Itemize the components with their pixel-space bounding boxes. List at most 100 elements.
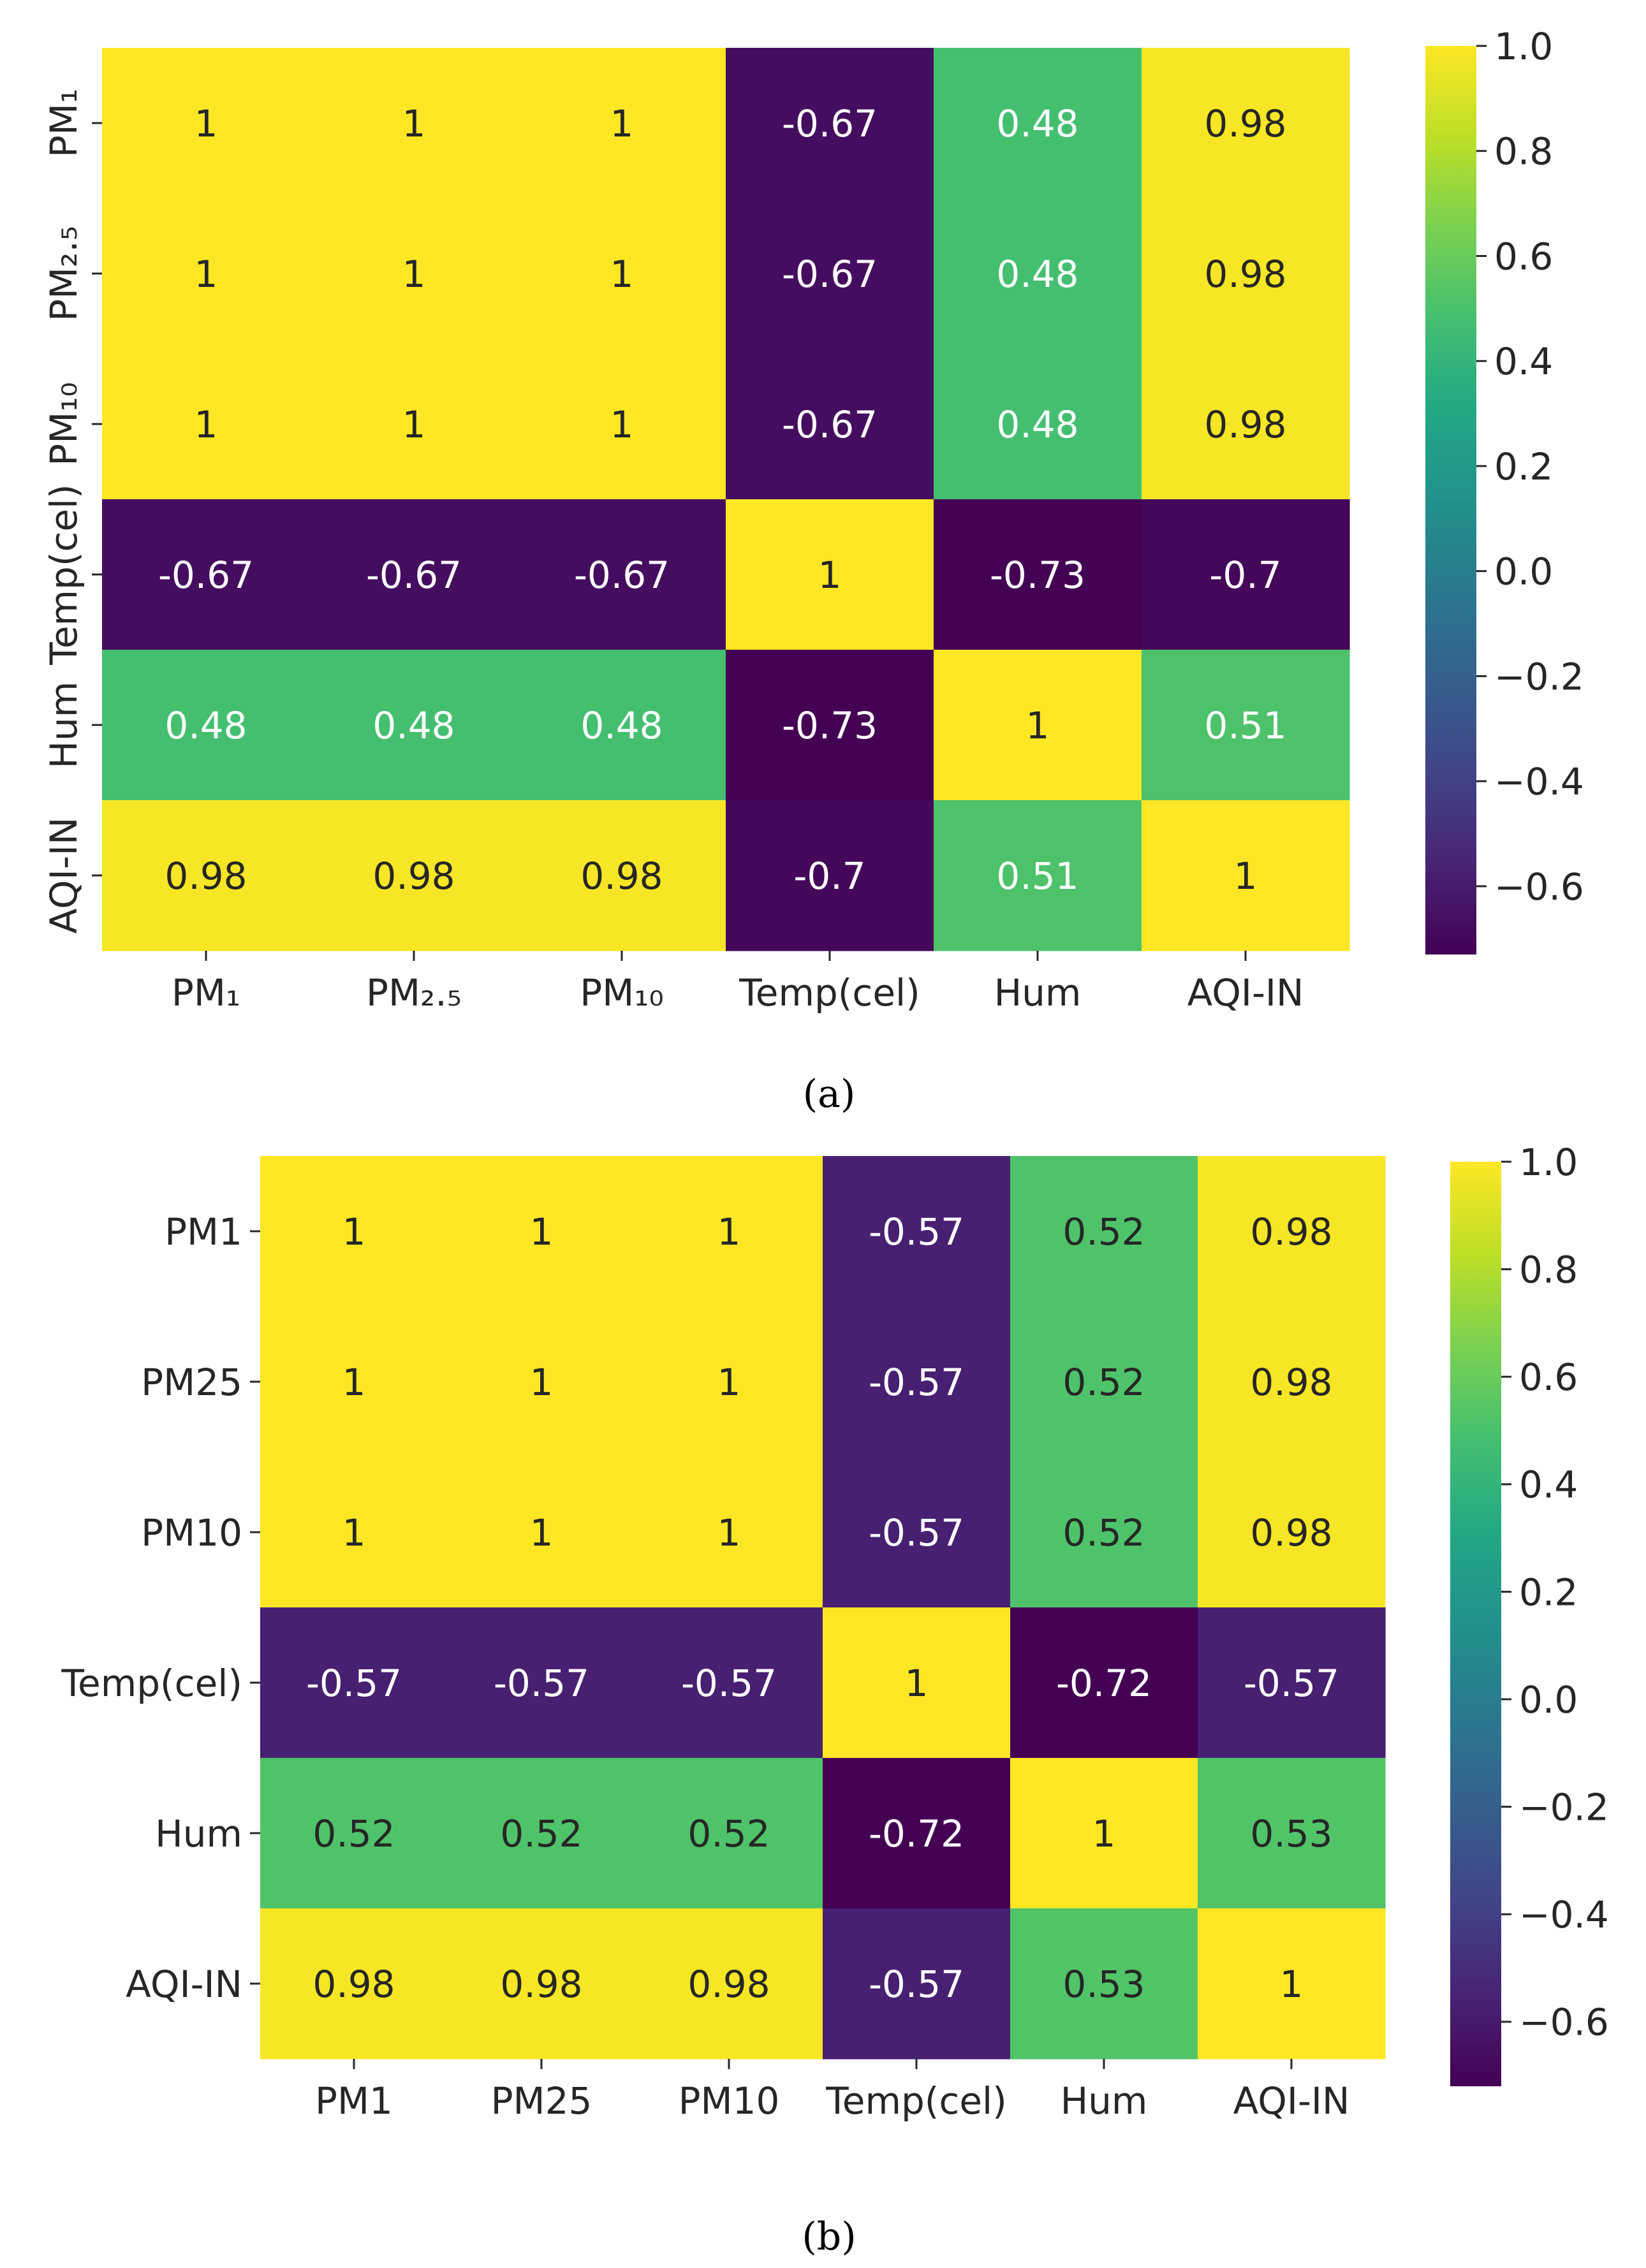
heatmap-cell-a-r3-c4 bbox=[934, 499, 1142, 650]
heatmap-cell-b-r0-c2 bbox=[635, 1156, 823, 1307]
heatmap-cell-a-r4-c2 bbox=[518, 650, 726, 801]
heatmap-cell-b-r0-c5 bbox=[1198, 1156, 1386, 1307]
colorbar-tick-label-b-5: 0.0 bbox=[1519, 1678, 1578, 1722]
cell-value-a-r0-c5: 0.98 bbox=[1204, 102, 1286, 145]
cell-value-b-r4-c0: 0.52 bbox=[312, 1812, 395, 1855]
y-tick-label-b-5: AQI-IN bbox=[126, 1963, 242, 2006]
cell-value-a-r3-c4: -0.73 bbox=[990, 553, 1085, 597]
cell-value-b-r2-c2: 1 bbox=[717, 1511, 741, 1555]
cell-value-b-r4-c5: 0.53 bbox=[1250, 1812, 1332, 1855]
heatmap-cell-b-r2-c5 bbox=[1198, 1457, 1386, 1608]
heatmap-cell-b-r2-c1 bbox=[448, 1457, 636, 1608]
x-tick-label-a-2: PM₁₀ bbox=[580, 971, 664, 1014]
y-tick-label-b-0: PM1 bbox=[165, 1210, 242, 1254]
y-tick-label-a-5: AQI-IN bbox=[42, 817, 85, 934]
x-tick-label-b-5: AQI-IN bbox=[1233, 2079, 1350, 2123]
heatmap-cell-a-r2-c3 bbox=[726, 349, 934, 500]
cell-value-b-r0-c5: 0.98 bbox=[1250, 1210, 1332, 1254]
heatmap-cell-a-r5-c3 bbox=[726, 800, 934, 951]
cell-value-a-r3-c3: 1 bbox=[818, 553, 842, 597]
heatmap-cell-a-r4-c0 bbox=[102, 650, 311, 801]
cell-value-b-r1-c1: 1 bbox=[530, 1361, 554, 1404]
cell-value-b-r2-c4: 0.52 bbox=[1062, 1511, 1145, 1555]
cell-value-a-r0-c4: 0.48 bbox=[996, 102, 1078, 145]
heatmap-cell-b-r0-c4 bbox=[1010, 1156, 1198, 1307]
heatmap-cell-a-r5-c2 bbox=[518, 800, 726, 951]
heatmap-cell-b-r1-c4 bbox=[1010, 1306, 1198, 1458]
x-tick-label-a-5: AQI-IN bbox=[1187, 971, 1304, 1014]
colorbar-tick-label-a-5: 0.0 bbox=[1494, 550, 1553, 594]
cell-value-a-r5-c2: 0.98 bbox=[580, 854, 663, 898]
cell-value-a-r2-c1: 1 bbox=[402, 403, 426, 446]
cell-value-b-r3-c1: -0.57 bbox=[494, 1662, 589, 1705]
heatmap-cell-a-r4-c1 bbox=[310, 650, 518, 801]
heatmap-cell-a-r0-c2 bbox=[518, 48, 726, 199]
cell-value-a-r1-c4: 0.48 bbox=[996, 252, 1078, 296]
heatmap-panel-a: 1 1 1 -0.67 0.48 0.98 1 1 1 -0.67 0.48 0.98 1 1 1 -0.67… bbox=[42, 25, 1584, 1014]
cell-value-b-r0-c1: 1 bbox=[530, 1210, 554, 1254]
heatmap-cell-a-r4-c5 bbox=[1142, 650, 1350, 801]
y-tick-label-b-1: PM25 bbox=[141, 1361, 242, 1404]
cell-value-b-r3-c0: -0.57 bbox=[306, 1662, 402, 1705]
heatmap-cell-a-r2-c0 bbox=[102, 349, 311, 500]
heatmap-cell-b-r1-c1 bbox=[448, 1306, 636, 1458]
cell-value-a-r5-c4: 0.51 bbox=[996, 854, 1078, 898]
cell-value-b-r0-c3: -0.57 bbox=[869, 1210, 964, 1254]
heatmap-cell-a-r1-c4 bbox=[934, 198, 1142, 349]
cell-value-a-r1-c3: -0.67 bbox=[782, 252, 878, 296]
cell-value-b-r0-c0: 1 bbox=[342, 1210, 366, 1254]
colorbar-tick-label-a-8: −0.6 bbox=[1494, 865, 1584, 909]
x-tick-label-b-3: Temp(cel) bbox=[825, 2079, 1007, 2123]
cell-value-a-r2-c4: 0.48 bbox=[996, 403, 1078, 446]
heatmap-cell-a-r1-c3 bbox=[726, 198, 934, 349]
x-tick-label-b-0: PM1 bbox=[315, 2079, 393, 2123]
heatmap-cell-a-r3-c2 bbox=[518, 499, 726, 650]
heatmap-cell-b-r3-c2 bbox=[635, 1607, 823, 1759]
heatmap-cell-a-r2-c1 bbox=[310, 349, 518, 500]
x-tick-label-b-2: PM10 bbox=[679, 2079, 780, 2123]
colorbar-b bbox=[1450, 1162, 1501, 2086]
cell-value-a-r0-c1: 1 bbox=[402, 102, 426, 145]
cell-value-b-r3-c4: -0.72 bbox=[1056, 1662, 1152, 1705]
colorbar-tick-label-b-4: 0.2 bbox=[1519, 1570, 1578, 1614]
caption-b: (b) bbox=[802, 2214, 856, 2259]
cell-value-a-r4-c4: 1 bbox=[1026, 704, 1050, 747]
heatmap-cell-a-r3-c3 bbox=[726, 499, 934, 650]
cell-value-a-r4-c5: 0.51 bbox=[1204, 704, 1286, 747]
heatmap-cell-b-r0-c0 bbox=[260, 1156, 448, 1307]
heatmap-cell-b-r5-c2 bbox=[635, 1908, 823, 2059]
heatmap-cell-a-r1-c2 bbox=[518, 198, 726, 349]
colorbar-tick-label-b-3: 0.4 bbox=[1519, 1463, 1578, 1507]
heatmap-cell-a-r1-c1 bbox=[310, 198, 518, 349]
cell-value-b-r4-c4: 1 bbox=[1092, 1812, 1116, 1855]
cell-value-b-r2-c5: 0.98 bbox=[1250, 1511, 1332, 1555]
cell-value-b-r5-c3: -0.57 bbox=[869, 1963, 964, 2006]
heatmap-cell-b-r5-c4 bbox=[1010, 1908, 1198, 2059]
cell-value-a-r4-c3: -0.73 bbox=[782, 704, 878, 747]
cell-value-b-r5-c1: 0.98 bbox=[500, 1963, 582, 2006]
heatmap-cell-a-r3-c0 bbox=[102, 499, 311, 650]
cell-value-b-r2-c3: -0.57 bbox=[869, 1511, 964, 1555]
cell-value-a-r4-c2: 0.48 bbox=[580, 704, 663, 747]
heatmap-cell-a-r0-c1 bbox=[310, 48, 518, 199]
heatmap-cell-b-r5-c0 bbox=[260, 1908, 448, 2059]
cell-value-b-r5-c0: 0.98 bbox=[312, 1963, 395, 2006]
cell-value-a-r5-c1: 0.98 bbox=[372, 854, 455, 898]
heatmap-cell-b-r4-c3 bbox=[823, 1758, 1011, 1909]
cell-value-a-r5-c5: 1 bbox=[1234, 854, 1258, 898]
heatmap-cell-a-r1-c0 bbox=[102, 198, 311, 349]
cell-value-b-r2-c1: 1 bbox=[530, 1511, 554, 1555]
x-tick-label-b-4: Hum bbox=[1061, 2079, 1148, 2123]
cell-value-a-r3-c0: -0.67 bbox=[158, 553, 254, 597]
heatmap-cell-a-r3-c1 bbox=[310, 499, 518, 650]
cell-value-b-r4-c3: -0.72 bbox=[869, 1812, 964, 1855]
heatmap-cell-b-r3-c5 bbox=[1198, 1607, 1386, 1759]
colorbar-tick-label-b-0: 1.0 bbox=[1519, 1141, 1578, 1184]
y-tick-label-b-4: Hum bbox=[155, 1812, 242, 1855]
y-tick-label-a-2: PM₁₀ bbox=[42, 382, 85, 466]
cell-value-a-r2-c3: -0.67 bbox=[782, 403, 878, 446]
y-tick-label-a-4: Hum bbox=[42, 682, 85, 769]
heatmap-cell-a-r2-c2 bbox=[518, 349, 726, 500]
heatmap-cell-b-r4-c4 bbox=[1010, 1758, 1198, 1909]
heatmap-cell-a-r5-c4 bbox=[934, 800, 1142, 951]
